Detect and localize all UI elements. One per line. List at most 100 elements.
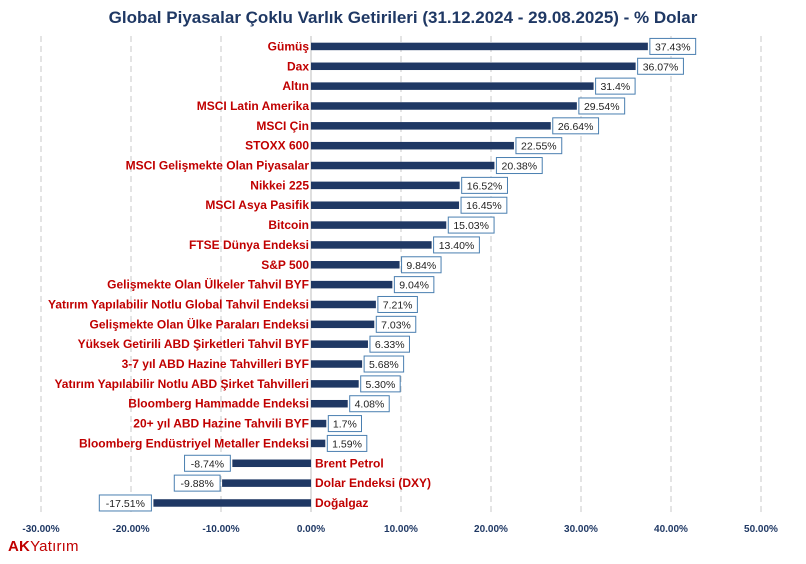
- x-tick-label: -30.00%: [22, 524, 59, 535]
- data-label: 4.08%: [355, 399, 385, 411]
- data-label: 26.64%: [558, 121, 594, 133]
- bar: [222, 479, 311, 487]
- bar: [311, 241, 432, 249]
- bar: [153, 499, 311, 507]
- data-label: 5.68%: [369, 359, 399, 371]
- x-tick-label: 30.00%: [564, 524, 598, 535]
- category-label: Gelişmekte Olan Ülkeler Tahvil BYF: [107, 277, 309, 292]
- data-label: 9.04%: [399, 280, 429, 292]
- bar: [311, 141, 514, 150]
- category-label: Bloomberg Hammadde Endeksi: [128, 397, 309, 411]
- category-label: Brent Petrol: [315, 456, 384, 470]
- data-label-box: [369, 335, 410, 353]
- data-label: 29.54%: [584, 101, 620, 113]
- x-tick-label: 0.00%: [297, 524, 325, 535]
- bar: [311, 181, 460, 190]
- bar: [311, 439, 326, 448]
- category-label: MSCI Gelişmekte Olan Piyasalar: [126, 159, 310, 173]
- data-label: 13.40%: [439, 240, 475, 252]
- x-tick-label: 20.00%: [474, 524, 508, 535]
- data-label: 37.43%: [655, 41, 691, 53]
- bar: [311, 280, 393, 289]
- bar: [311, 201, 460, 209]
- bar: [311, 360, 363, 368]
- data-label: -8.74%: [191, 458, 224, 470]
- data-label-box: [401, 256, 442, 274]
- category-label: Gümüş: [268, 39, 310, 53]
- category-label: Bloomberg Endüstriyel Metaller Endeksi: [79, 436, 309, 450]
- data-label: -17.51%: [106, 498, 145, 510]
- bar: [311, 380, 359, 388]
- category-label: MSCI Latin Amerika: [197, 99, 310, 113]
- data-label: -9.88%: [181, 478, 214, 490]
- x-tick-label: 50.00%: [744, 524, 778, 535]
- data-label-box: [173, 474, 221, 492]
- data-label-box: [552, 117, 600, 135]
- category-label: Dolar Endeksi (DXY): [315, 476, 431, 490]
- data-label: 22.55%: [521, 141, 557, 153]
- brand-logo: AKYatırım: [8, 538, 79, 555]
- data-label: 5.30%: [366, 379, 396, 391]
- bar: [311, 221, 447, 229]
- data-label-box: [649, 37, 697, 55]
- x-tick-label: 40.00%: [654, 524, 688, 535]
- brand-logo-part2: Yatırım: [30, 538, 79, 555]
- data-label-box: [375, 315, 417, 333]
- category-label: STOXX 600: [245, 139, 309, 153]
- bar: [311, 320, 375, 329]
- data-label: 20.38%: [502, 161, 538, 173]
- category-label: Yatırım Yapılabilir Notlu ABD Şirket Tah…: [54, 377, 309, 391]
- data-label-box: [495, 157, 543, 175]
- data-label-box: [349, 395, 390, 413]
- bar: [311, 161, 495, 170]
- data-label: 31.4%: [600, 81, 630, 93]
- data-label: 16.52%: [467, 180, 503, 192]
- data-label-box: [515, 137, 563, 155]
- category-label: 20+ yıl ABD Hazine Tahvili BYF: [133, 417, 309, 431]
- data-label: 9.84%: [406, 260, 436, 272]
- category-label: Doğalgaz: [315, 496, 368, 510]
- bar: [311, 102, 577, 110]
- data-label: 15.03%: [453, 220, 489, 232]
- data-label: 7.21%: [383, 299, 413, 311]
- data-label-box: [578, 97, 626, 115]
- data-label-box: [360, 375, 401, 393]
- data-label-box: [461, 176, 508, 194]
- data-label: 36.07%: [643, 61, 679, 73]
- x-tick-label: -10.00%: [202, 524, 239, 535]
- bar: [311, 261, 400, 269]
- category-label: Bitcoin: [268, 218, 309, 232]
- data-label: 1.59%: [332, 438, 362, 450]
- data-label: 16.45%: [466, 200, 502, 212]
- category-label: S&P 500: [261, 258, 309, 272]
- data-label-box: [327, 415, 362, 433]
- category-label: Yüksek Getirili ABD Şirketleri Tahvil BY…: [78, 337, 309, 351]
- category-label: Gelişmekte Olan Ülke Paraları Endeksi: [90, 316, 309, 331]
- category-label: MSCI Çin: [256, 119, 309, 133]
- bar: [311, 82, 594, 90]
- bar: [311, 42, 648, 51]
- bar: [311, 399, 348, 408]
- bar: [232, 459, 311, 468]
- bar: [311, 122, 551, 130]
- data-label: 7.03%: [381, 319, 411, 331]
- data-label-box: [447, 216, 495, 234]
- data-label-box: [98, 494, 152, 512]
- x-tick-label: 10.00%: [384, 524, 418, 535]
- data-label-box: [393, 276, 435, 294]
- bar: [311, 419, 327, 428]
- data-label-box: [377, 295, 418, 313]
- category-label: Nikkei 225: [250, 178, 309, 192]
- x-tick-label: -20.00%: [112, 524, 149, 535]
- category-label: 3-7 yıl ABD Hazine Tahvilleri BYF: [122, 357, 309, 371]
- data-label-box: [460, 196, 508, 214]
- data-label: 1.7%: [333, 419, 357, 431]
- bar: [311, 300, 376, 309]
- brand-logo-part1: AK: [8, 538, 31, 555]
- chart-title: Global Piyasalar Çoklu Varlık Getirileri…: [108, 8, 698, 27]
- category-label: Dax: [287, 59, 309, 73]
- data-label-box: [433, 236, 480, 254]
- category-label: FTSE Dünya Endeksi: [189, 238, 309, 252]
- bar: [311, 62, 636, 71]
